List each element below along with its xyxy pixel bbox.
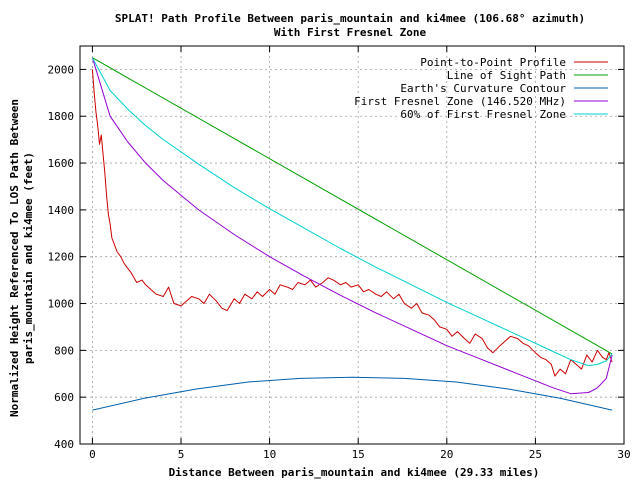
x-tick-label: 20 xyxy=(440,448,453,461)
legend-label-point-to-point-profile: Point-to-Point Profile xyxy=(420,56,566,69)
y-tick-label: 1400 xyxy=(48,204,75,217)
axis-ticks: 0 5 10 15 20 25 30 400 600 800 1000 1200 1400 1600 180… xyxy=(48,46,631,461)
plot-frame xyxy=(79,45,625,445)
legend-label-first-fresnel-zone-146-520-mhz: First Fresnel Zone (146.520 MHz) xyxy=(354,95,566,108)
y-axis-label-line1: Normalized Height Referenced To LOS Path… xyxy=(8,99,21,417)
x-tick-label: 30 xyxy=(617,448,630,461)
y-tick-label: 800 xyxy=(54,344,74,357)
y-tick-label: 1600 xyxy=(48,157,75,170)
series-line-point-to-point-profile xyxy=(91,69,613,377)
legend-label-60-of-first-fresnel-zone: 60% of First Fresnel Zone xyxy=(400,108,566,121)
x-tick-label: 5 xyxy=(178,448,185,461)
series-line-60-of-first-fresnel-zone xyxy=(91,57,613,367)
y-tick-label: 1000 xyxy=(48,298,75,311)
y-axis-label-line2: paris_mountain and ki4mee (feet) xyxy=(22,152,35,364)
x-axis-label: Distance Between paris_mountain and ki4m… xyxy=(169,466,540,479)
y-tick-label: 2000 xyxy=(48,63,75,76)
series-lines xyxy=(91,57,613,411)
y-tick-label: 400 xyxy=(54,438,74,451)
legend-label-line-of-sight-path: Line of Sight Path xyxy=(447,69,566,82)
legend-label-earth-s-curvature-contour: Earth's Curvature Contour xyxy=(400,82,566,95)
x-tick-label: 10 xyxy=(263,448,276,461)
y-axis-label: Normalized Height Referenced To LOS Path… xyxy=(8,99,35,417)
y-tick-label: 1200 xyxy=(48,251,75,264)
y-tick-label: 600 xyxy=(54,391,74,404)
chart-subtitle: With First Fresnel Zone xyxy=(274,26,427,39)
chart-title: SPLAT! Path Profile Between paris_mounta… xyxy=(115,12,585,25)
series-line-earth-s-curvature-contour xyxy=(92,376,613,411)
series-line-first-fresnel-zone-146-520-mhz xyxy=(91,57,613,395)
x-tick-label: 15 xyxy=(352,448,365,461)
x-tick-label: 25 xyxy=(529,448,542,461)
y-tick-label: 1800 xyxy=(48,110,75,123)
series-line-line-of-sight-path xyxy=(92,57,613,355)
x-tick-label: 0 xyxy=(89,448,96,461)
